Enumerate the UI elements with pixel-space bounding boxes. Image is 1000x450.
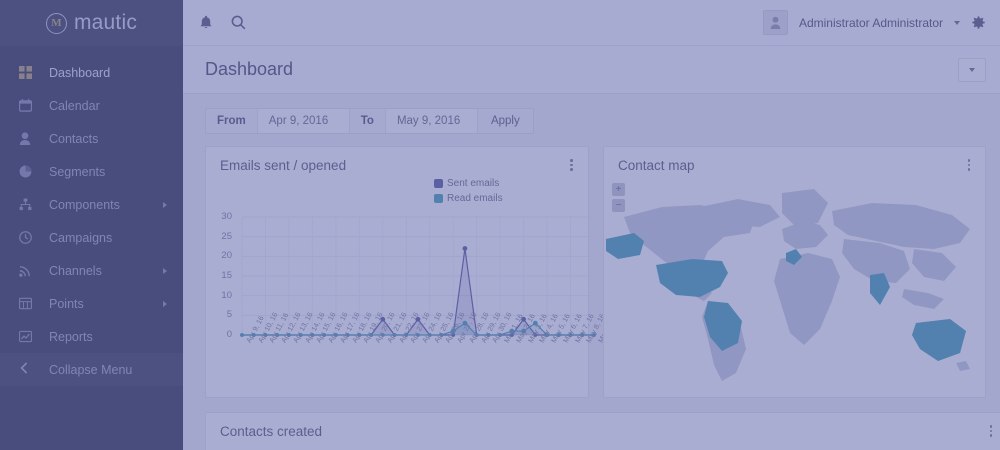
panel-header: Contacts created [206,413,1000,449]
sidebar-item-label: Channels [49,263,102,278]
legend-item[interactable]: Read emails [433,192,503,205]
page-header: Dashboard [183,46,1000,94]
panel-title: Contacts created [220,423,323,439]
sidebar-item-label: Calendar [49,98,100,113]
sidebar-item-label: Dashboard [49,65,111,80]
y-axis-tick-label: 20 [221,250,232,262]
brand-name: mautic [73,11,138,34]
rss-icon [19,264,36,277]
sidebar-item-calendar[interactable]: Calendar [0,89,183,122]
pie-icon [19,165,36,178]
sidebar-item-campaigns[interactable]: Campaigns [0,221,183,254]
page-title: Dashboard [205,59,294,79]
sidebar-item-segments[interactable]: Segments [0,155,183,188]
legend-swatch [433,179,443,188]
sidebar-item-label: Points [49,296,84,311]
y-axis-tick-label: 15 [221,270,232,281]
y-axis-tick-label: 5 [226,309,232,321]
apply-button[interactable]: Apply [477,109,533,133]
y-axis-tick-label: 30 [221,211,232,222]
map-zoom-in-button[interactable]: + [611,183,625,196]
top-bar-left [193,15,246,30]
chevron-right-icon [163,267,167,274]
sidebar-item-label: Segments [49,164,106,179]
caret-down-icon [969,67,975,72]
panel-title: Contact map [617,157,695,173]
panel-emails-sent-opened: Emails sent / opened Sent emails Read ema… [205,146,619,398]
page-actions-dropdown[interactable] [958,57,986,82]
sidebar-item-points[interactable]: Points [0,287,183,320]
emails-chart: 0 5 10 15 20 25 30 Apr 9, 16 Apr 10, 16 Apr 11, … [206,207,618,397]
panel-contacts-created: Contacts created All contacts [205,412,1000,450]
content-area: From Apr 9, 2016 To May 9, 2016 Apply Em… [183,94,1000,450]
kebab-menu-icon[interactable] [987,421,996,441]
sidebar-nav: Dashboard Calendar Contacts Segments [0,46,183,386]
legend-label: Sent emails [446,178,500,189]
sidebar-item-channels[interactable]: Channels [0,254,183,287]
chart-icon [19,330,36,343]
map-zoom-controls: + − [611,183,625,215]
brand-logo[interactable]: M mautic [0,0,183,46]
world-map[interactable]: + − [604,177,998,397]
clock-icon [19,231,36,244]
legend-item[interactable]: Sent emails [433,177,500,190]
y-axis-tick-label: 25 [221,230,232,242]
caret-down-icon[interactable] [954,20,960,25]
data-point [462,246,468,251]
person-icon [19,132,36,145]
chevron-right-icon [163,300,167,307]
sidebar-item-label: Components [49,197,120,212]
top-bar-right: Administrator Administrator [762,10,986,35]
user-name[interactable]: Administrator Administrator [798,15,943,30]
grid-icon [19,66,36,79]
widget-row: Emails sent / opened Sent emails Read ema… [205,146,986,398]
date-from-label: From [206,109,258,133]
kebab-menu-icon[interactable] [965,155,974,175]
sidebar-item-dashboard[interactable]: Dashboard [0,56,183,89]
main-area: Administrator Administrator Dashboard Fr… [183,0,1000,450]
sidebar-item-contacts[interactable]: Contacts [0,122,183,155]
data-point [240,333,244,337]
sidebar-item-label: Reports [49,329,93,344]
sidebar-item-reports[interactable]: Reports [0,320,183,353]
chevron-right-icon [163,201,167,208]
calendar-icon [19,99,36,112]
kebab-menu-icon[interactable] [567,155,576,175]
date-to-label: To [349,109,386,133]
top-bar: Administrator Administrator [183,0,1000,46]
search-icon[interactable] [231,15,246,30]
sitemap-icon [19,198,36,211]
date-to-input[interactable]: May 9, 2016 [386,109,478,133]
y-axis-tick-label: 0 [226,329,232,340]
chart-legend: Sent emails Read emails [433,177,574,207]
date-from-input[interactable]: Apr 9, 2016 [258,109,350,133]
panel-contact-map: Contact map + − [602,146,986,398]
date-range-filter: From Apr 9, 2016 To May 9, 2016 Apply [205,108,534,134]
sidebar-collapse-menu[interactable]: Collapse Menu [0,353,183,386]
gear-icon[interactable] [971,15,986,30]
world-map-svg [605,189,970,381]
emails-line-chart-svg [240,216,596,337]
map-zoom-out-button[interactable]: − [611,199,625,212]
chevron-left-icon [19,362,36,377]
legend-label: Read emails [446,193,503,204]
panel-title: Emails sent / opened [220,157,347,173]
sidebar-item-label: Campaigns [49,230,113,245]
sidebar-item-components[interactable]: Components [0,188,183,221]
y-axis-tick-label: 10 [221,289,232,301]
sidebar-collapse-label: Collapse Menu [49,362,133,377]
legend-swatch [433,194,443,203]
bell-icon[interactable] [199,15,213,30]
sidebar-item-label: Contacts [49,131,99,146]
sidebar: M mautic Dashboard Calendar Contac [0,0,183,450]
avatar[interactable] [762,10,788,35]
table-icon [19,297,36,310]
mautic-logo-icon: M [45,12,67,34]
